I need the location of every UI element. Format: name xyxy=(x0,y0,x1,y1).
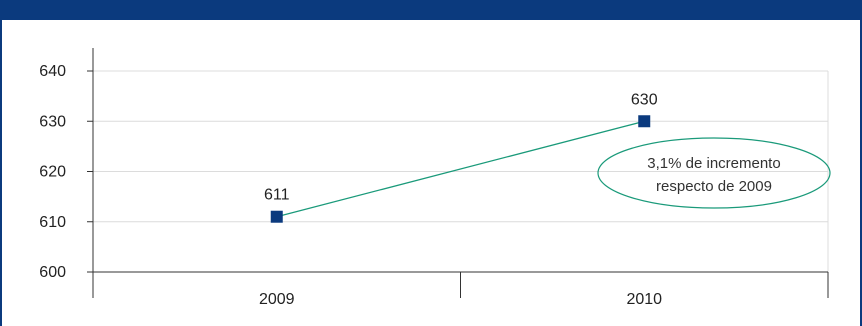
data-label-2010: 630 xyxy=(631,91,658,108)
y-tick-label-630: 630 xyxy=(39,113,66,130)
annotation-line-2: respecto de 2009 xyxy=(656,178,772,195)
x-ticks: 2009 2010 xyxy=(259,272,829,308)
data-labels: 611 630 xyxy=(264,91,658,203)
y-tick-label-620: 620 xyxy=(39,164,66,181)
data-point-2010 xyxy=(638,115,651,128)
annotation-line-1: 3,1% de incremento xyxy=(647,155,780,172)
series-line-0 xyxy=(276,120,645,218)
series xyxy=(270,115,651,223)
x-tick-label-2009: 2009 xyxy=(259,291,295,308)
header-bar xyxy=(2,0,860,20)
data-point-2009 xyxy=(270,210,283,223)
y-tick-label-600: 600 xyxy=(39,264,66,281)
annotation-ellipse xyxy=(597,137,831,209)
y-ticks: 600 610 620 630 640 xyxy=(39,63,93,281)
data-label-2009: 611 xyxy=(264,187,290,204)
y-tick-label-640: 640 xyxy=(39,63,66,80)
y-tick-label-610: 610 xyxy=(39,214,66,231)
annotation-callout: 3,1% de incremento respecto de 2009 xyxy=(597,137,831,209)
x-tick-label-2010: 2010 xyxy=(626,291,662,308)
grid-lines xyxy=(93,70,829,272)
axes xyxy=(92,48,828,298)
